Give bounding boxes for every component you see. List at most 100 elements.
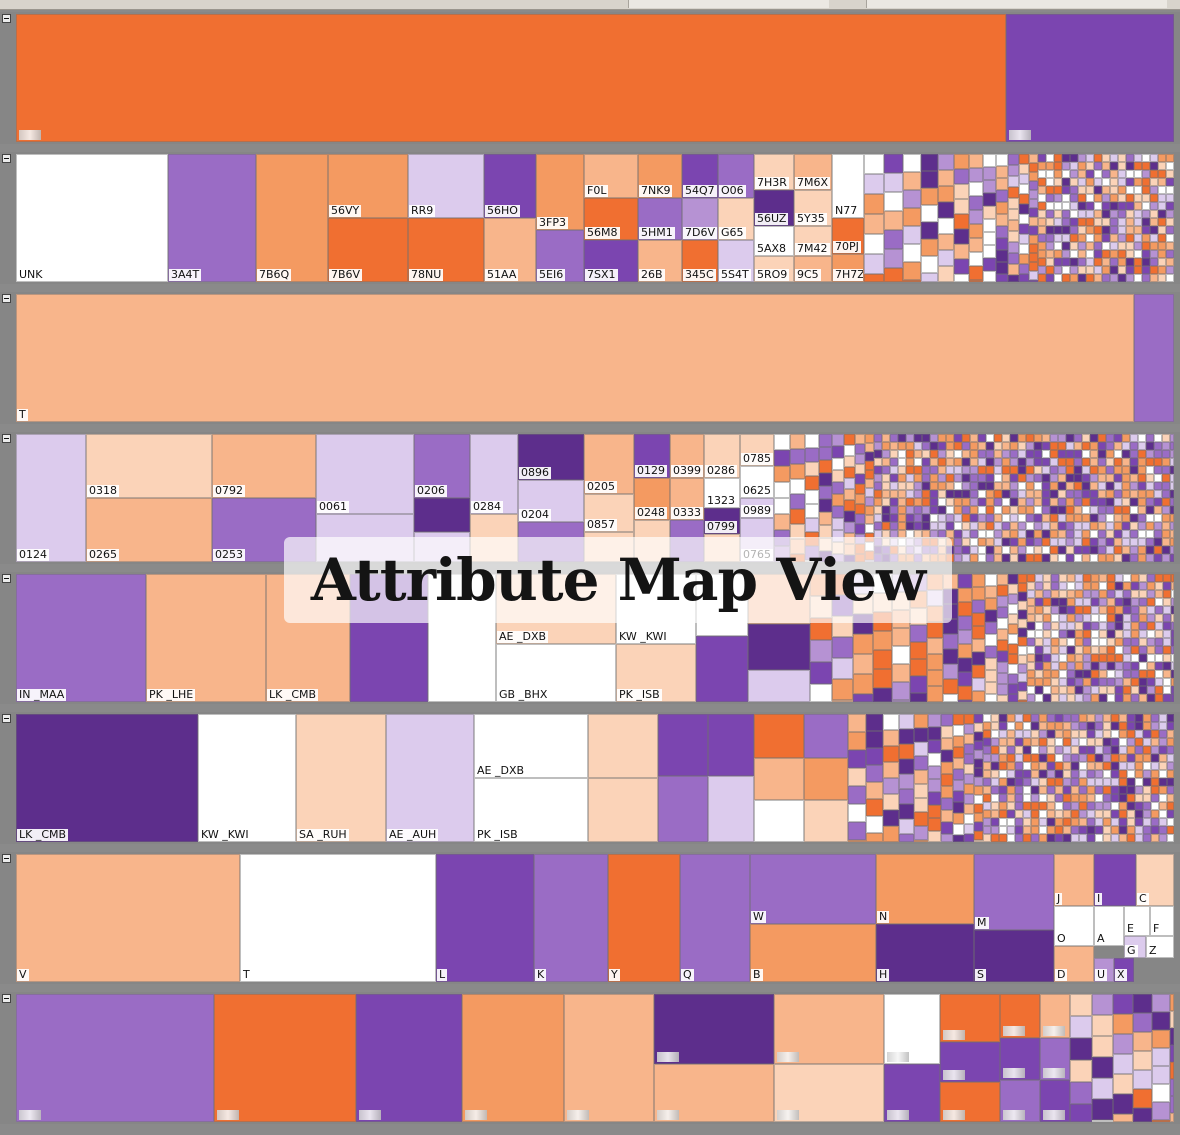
treemap-cell[interactable] [914, 770, 928, 784]
treemap-cell[interactable] [1029, 190, 1038, 199]
treemap-cell[interactable] [1029, 199, 1038, 208]
treemap-cell[interactable] [991, 786, 999, 794]
treemap-cell[interactable] [1079, 802, 1087, 810]
treemap-cell[interactable] [1050, 434, 1058, 442]
treemap-cell[interactable] [997, 574, 1008, 585]
treemap-cell[interactable] [1094, 170, 1102, 178]
treemap-cell[interactable] [1155, 694, 1163, 702]
treemap-cell[interactable] [1008, 624, 1018, 634]
treemap-cell[interactable] [790, 509, 805, 524]
treemap-cell[interactable] [964, 724, 974, 734]
treemap-cell[interactable] [1158, 154, 1166, 162]
treemap-cell[interactable] [1039, 834, 1047, 842]
treemap-cell[interactable] [1135, 794, 1143, 802]
treemap-cell[interactable] [1023, 730, 1031, 738]
treemap-cell[interactable] [1106, 434, 1114, 442]
treemap-cell[interactable] [1055, 826, 1063, 834]
treemap-cell[interactable] [1150, 162, 1158, 170]
treemap-cell[interactable] [874, 450, 882, 458]
treemap-cell[interactable] [999, 722, 1007, 730]
treemap-cell[interactable] [1079, 714, 1087, 722]
treemap-cell[interactable] [1063, 762, 1071, 770]
treemap-cell[interactable] [1098, 554, 1106, 562]
treemap-cell[interactable]: 5Y35 [794, 190, 832, 226]
treemap-cell[interactable] [1171, 590, 1174, 598]
treemap-cell[interactable] [1123, 638, 1131, 646]
treemap-cell[interactable] [1091, 630, 1099, 638]
treemap-cell[interactable] [1007, 802, 1015, 810]
treemap-cell[interactable] [1122, 442, 1130, 450]
treemap-cell[interactable] [1039, 754, 1047, 762]
treemap-cell[interactable] [1086, 178, 1094, 186]
treemap-cell[interactable] [1086, 194, 1094, 202]
treemap-cell[interactable] [865, 488, 874, 497]
treemap-cell[interactable] [1029, 235, 1038, 244]
treemap-cell[interactable] [921, 188, 938, 205]
treemap-cell[interactable] [1113, 994, 1133, 1014]
treemap-cell[interactable] [930, 474, 938, 482]
treemap-cell[interactable] [922, 458, 930, 466]
treemap-cell[interactable] [986, 530, 994, 538]
treemap-cell[interactable] [1146, 530, 1154, 538]
treemap-cell[interactable]: 5HM1 [638, 198, 682, 240]
treemap-cell[interactable] [1133, 1070, 1152, 1089]
treemap-cell[interactable] [1167, 722, 1174, 730]
treemap-cell[interactable] [994, 514, 1002, 522]
treemap-cell[interactable] [1050, 442, 1058, 450]
treemap-cell[interactable] [1150, 186, 1158, 194]
treemap-cell[interactable] [1154, 538, 1162, 546]
treemap-cell[interactable] [914, 714, 928, 728]
treemap-cell[interactable] [1118, 170, 1126, 178]
treemap-cell[interactable] [1070, 258, 1078, 266]
treemap-cell[interactable] [930, 490, 938, 498]
treemap-cell[interactable] [864, 174, 884, 194]
treemap-cell[interactable] [1087, 826, 1095, 834]
treemap-cell[interactable] [991, 770, 999, 778]
treemap-cell[interactable] [938, 522, 946, 530]
treemap-cell[interactable] [1063, 802, 1071, 810]
treemap-cell[interactable] [1031, 738, 1039, 746]
treemap-cell[interactable] [1075, 654, 1083, 662]
treemap-cell[interactable] [866, 799, 883, 816]
treemap-cell[interactable] [1035, 598, 1043, 606]
treemap-cell[interactable] [1142, 258, 1150, 266]
treemap-cell[interactable] [1094, 186, 1102, 194]
treemap-cell[interactable] [1059, 646, 1067, 654]
treemap-cell[interactable] [1146, 442, 1154, 450]
treemap-cell[interactable] [1066, 482, 1074, 490]
treemap-cell[interactable] [922, 450, 930, 458]
treemap-cell[interactable] [1071, 746, 1079, 754]
treemap-cell[interactable] [899, 834, 914, 842]
treemap-cell[interactable]: 9C5 [794, 256, 832, 282]
treemap-cell[interactable] [1055, 802, 1063, 810]
treemap-cell[interactable] [994, 538, 1002, 546]
treemap-cell[interactable] [914, 812, 928, 826]
treemap-cell[interactable] [994, 458, 1002, 466]
treemap-cell[interactable] [978, 554, 986, 562]
treemap-cell[interactable] [1027, 662, 1035, 670]
treemap-cell[interactable] [1078, 154, 1086, 162]
treemap-cell[interactable] [962, 482, 970, 490]
treemap-cell[interactable] [1130, 482, 1138, 490]
treemap-cell[interactable] [1063, 826, 1071, 834]
treemap-cell[interactable] [943, 649, 958, 664]
treemap-cell[interactable] [1058, 506, 1066, 514]
treemap-cell[interactable] [1023, 786, 1031, 794]
treemap-cell[interactable] [996, 190, 1008, 202]
treemap-cell[interactable] [1110, 226, 1118, 234]
treemap-cell[interactable] [1026, 458, 1034, 466]
treemap-cell[interactable] [1019, 164, 1029, 174]
treemap-cell[interactable] [985, 574, 997, 586]
treemap-cell[interactable] [1051, 630, 1059, 638]
treemap-cell[interactable] [1071, 778, 1079, 786]
treemap-cell[interactable] [1142, 202, 1150, 210]
treemap-cell[interactable] [1167, 810, 1174, 818]
treemap-cell[interactable] [1059, 662, 1067, 670]
treemap-cell[interactable] [790, 494, 805, 509]
treemap-cell[interactable] [1062, 274, 1070, 282]
treemap-cell[interactable] [1106, 514, 1114, 522]
treemap-cell[interactable] [1050, 530, 1058, 538]
treemap-cell[interactable] [1010, 458, 1018, 466]
treemap-cell[interactable] [938, 266, 954, 282]
treemap-cell[interactable] [972, 678, 985, 691]
